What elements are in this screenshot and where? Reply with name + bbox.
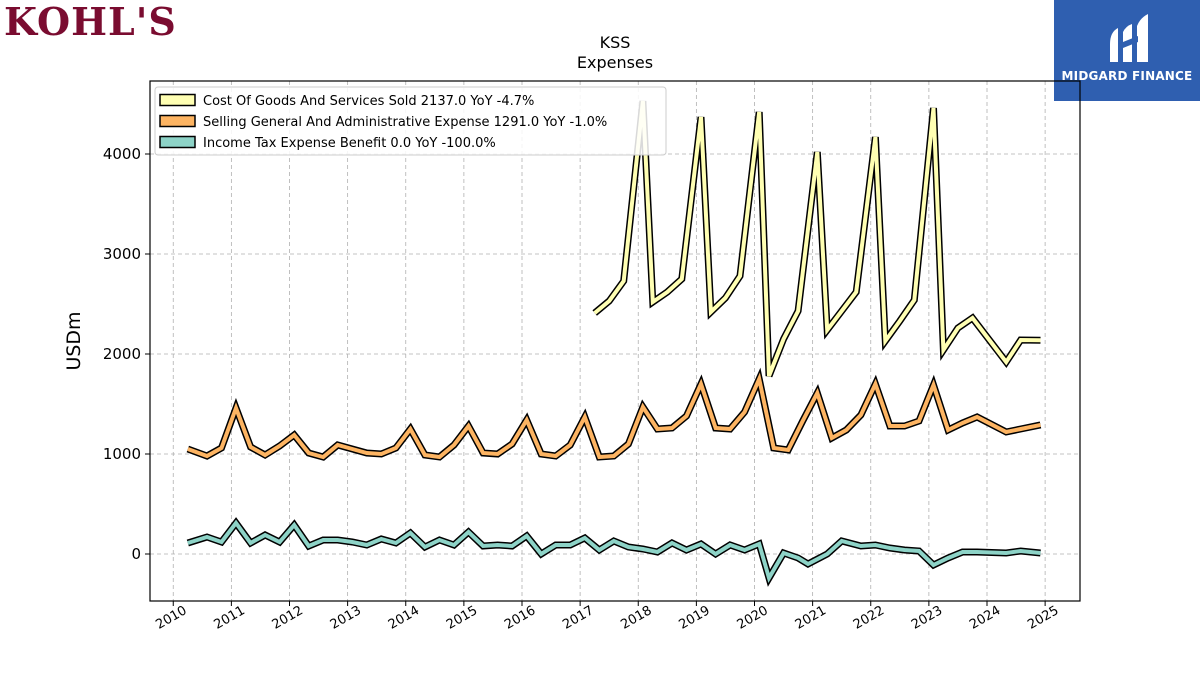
x-tick-label: 2017 — [560, 603, 596, 633]
x-tick-label: 2010 — [153, 603, 189, 633]
x-tick-label: 2022 — [851, 603, 887, 633]
legend-swatch-0 — [159, 93, 196, 107]
x-tick-label: 2021 — [793, 603, 829, 633]
plot-frame — [149, 80, 1081, 602]
legend-entry-1: Selling General And Administrative Expen… — [203, 115, 607, 130]
series-layer — [186, 100, 1042, 587]
midgard-finance-badge: MIDGARD FINANCE — [1054, 0, 1200, 101]
x-tick-label: 2023 — [909, 603, 945, 633]
x-tick-label: 2020 — [735, 603, 771, 633]
legend-entry-0: Cost Of Goods And Services Sold 2137.0 Y… — [203, 94, 534, 109]
kohls-logo: KOHL'S — [4, 0, 177, 44]
series-line-1 — [187, 372, 1041, 460]
midgard-finance-label: MIDGARD FINANCE — [1061, 69, 1193, 83]
y-tick-label: 1000 — [103, 445, 141, 463]
y-axis: 0 1000 2000 3000 4000 — [103, 145, 150, 563]
x-tick-label: 2014 — [386, 603, 422, 633]
x-tick-label: 2012 — [270, 603, 306, 633]
x-tick-label: 2011 — [212, 603, 248, 633]
x-tick-label: 2025 — [1025, 603, 1061, 633]
legend-entry-2: Income Tax Expense Benefit 0.0 YoY -100.… — [203, 136, 496, 151]
x-tick-label: 2019 — [677, 603, 713, 633]
y-axis-label: USDm — [63, 311, 85, 370]
y-tick-label: 2000 — [103, 345, 141, 363]
series-line-2 — [187, 519, 1041, 584]
legend: Cost Of Goods And Services Sold 2137.0 Y… — [154, 86, 667, 156]
x-tick-label: 2018 — [618, 603, 654, 633]
chart-subtitle: Expenses — [577, 53, 653, 72]
series-outline-1 — [186, 367, 1042, 461]
x-axis: 2010 2011 2012 2013 2014 2015 2016 2017 2018 2019… — [153, 601, 1061, 633]
midgard-logo-icon — [1110, 14, 1148, 62]
y-tick-label: 3000 — [103, 245, 141, 263]
legend-swatch-2 — [159, 135, 196, 149]
series-line-0 — [593, 100, 1041, 377]
x-tick-label: 2015 — [444, 603, 480, 633]
x-tick-label: 2024 — [967, 603, 1003, 633]
legend-box — [154, 86, 667, 156]
legend-swatch-1 — [159, 114, 196, 128]
y-tick-label: 4000 — [103, 145, 141, 163]
y-tick-label: 0 — [131, 545, 141, 563]
x-tick-label: 2016 — [502, 603, 538, 633]
chart-title: KSS — [600, 33, 631, 52]
x-tick-label: 2013 — [328, 603, 364, 633]
